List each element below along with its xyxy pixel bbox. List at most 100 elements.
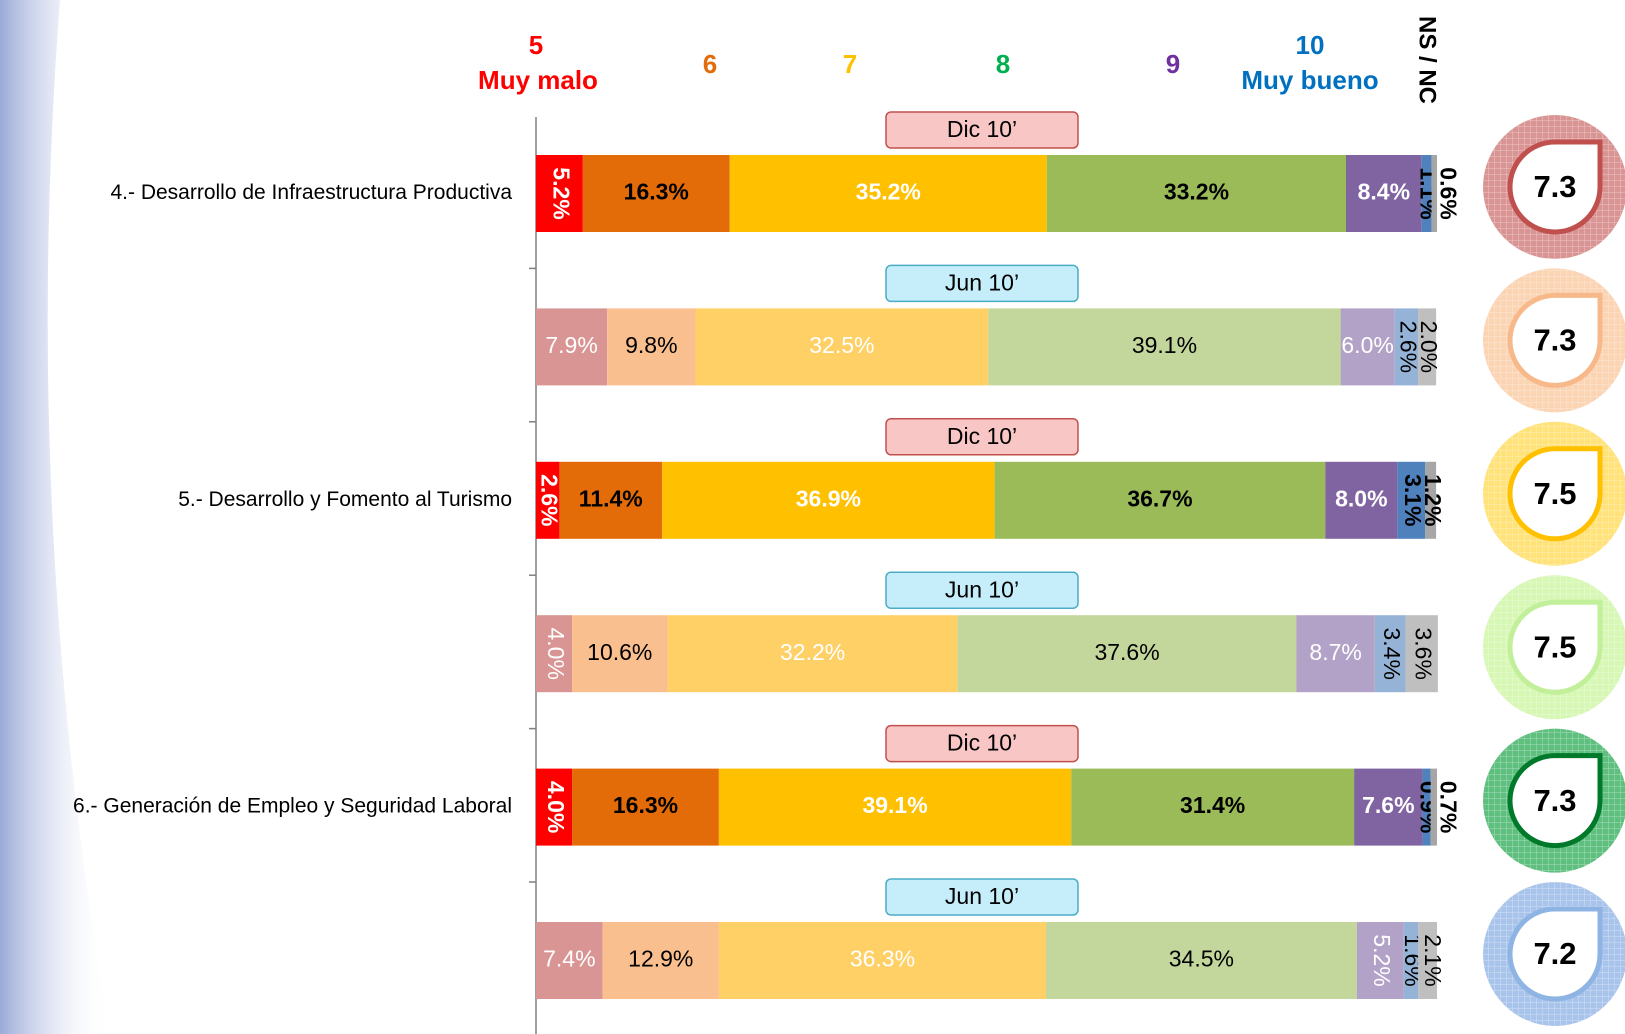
data-label: 39.1%	[862, 792, 927, 818]
data-label: 32.2%	[780, 639, 845, 665]
data-label: 3.4%	[1379, 627, 1405, 679]
score-value: 7.3	[1533, 783, 1576, 818]
score-badge-drop	[1507, 292, 1603, 388]
data-label: 37.6%	[1094, 639, 1159, 665]
bar-segment	[572, 768, 719, 846]
bar-segment	[1071, 768, 1355, 846]
legend-label: 9	[1166, 49, 1180, 79]
data-label: 0.7%	[1436, 781, 1462, 833]
legend-label: 5	[529, 30, 543, 60]
bar-segment	[1397, 461, 1426, 539]
data-label: 5.2%	[1369, 934, 1395, 986]
bar-segment	[1403, 922, 1419, 999]
bar-segment	[536, 922, 603, 999]
bar-segment	[536, 615, 573, 693]
bar-segment	[718, 922, 1046, 999]
period-box	[885, 571, 1079, 609]
data-label: 39.1%	[1132, 332, 1197, 358]
data-label: 34.5%	[1169, 946, 1234, 972]
period-label: Dic 10’	[947, 730, 1017, 756]
bar-segment	[582, 155, 730, 232]
legend-label: 10	[1296, 30, 1325, 60]
group-label: 4.- Desarrollo de Infraestructura Produc…	[110, 181, 512, 204]
bar-segment	[1296, 615, 1375, 693]
data-label: 2.6%	[537, 474, 563, 526]
bar-segment	[1418, 922, 1437, 999]
legend-sublabel: Muy bueno	[1241, 65, 1378, 95]
score-value: 7.2	[1533, 936, 1576, 971]
background-swoosh	[0, 0, 110, 1034]
bar-segment	[1325, 461, 1398, 539]
bar-segment	[957, 615, 1297, 693]
data-label: 1.1%	[1416, 167, 1442, 219]
bar-segment	[1421, 155, 1432, 232]
data-label: 32.5%	[809, 332, 874, 358]
bar-segment	[1431, 155, 1437, 232]
data-label: 10.6%	[587, 639, 652, 665]
bar-segment	[1430, 768, 1437, 846]
bar-segment	[536, 461, 560, 539]
bar-segment	[536, 308, 608, 386]
bar-segment	[1405, 615, 1438, 693]
score-badge-drop	[1507, 139, 1603, 235]
bar-segment	[1045, 922, 1357, 999]
data-label: 16.3%	[613, 792, 678, 818]
period-box	[885, 111, 1079, 149]
data-label: 7.9%	[545, 332, 597, 358]
data-label: 33.2%	[1164, 179, 1229, 205]
score-value: 7.5	[1533, 629, 1576, 664]
data-label: 11.4%	[579, 485, 643, 511]
period-label: Dic 10’	[947, 423, 1017, 449]
period-label: Jun 10’	[945, 576, 1019, 602]
bar-segment	[1425, 461, 1437, 539]
data-label: 3.1%	[1400, 474, 1426, 526]
bar-segment	[988, 308, 1341, 386]
bar-segment	[1340, 308, 1395, 386]
data-label: 36.9%	[796, 485, 861, 511]
data-label: 4.0%	[543, 627, 569, 679]
data-label: 36.3%	[850, 946, 915, 972]
bar-segment	[536, 768, 573, 846]
score-badge-drop	[1507, 446, 1603, 542]
score-value: 7.5	[1533, 476, 1576, 511]
bar-segment	[1374, 615, 1406, 693]
bar-segment	[602, 922, 719, 999]
score-value: 7.3	[1533, 323, 1576, 358]
period-box	[885, 878, 1079, 916]
legend-label: 7	[843, 49, 857, 79]
bar-segment	[607, 308, 696, 386]
data-label: 2.6%	[1395, 321, 1421, 373]
bar-segment	[667, 615, 958, 693]
data-label: 9.8%	[625, 332, 677, 358]
bar-segment	[559, 461, 663, 539]
bar-segment	[1354, 768, 1423, 846]
score-badge-drop	[1507, 753, 1603, 849]
data-label: 31.4%	[1180, 792, 1245, 818]
period-label: Jun 10’	[945, 269, 1019, 295]
bar-segment	[1422, 768, 1431, 846]
data-label: 7.6%	[1362, 792, 1414, 818]
bar-segment	[1345, 155, 1422, 232]
data-label: 12.9%	[628, 946, 693, 972]
data-label: 4.0%	[543, 781, 569, 833]
legend-label: NS / NC	[1414, 16, 1441, 104]
score-value: 7.3	[1533, 169, 1576, 204]
group-label: 6.- Generación de Empleo y Seguridad Lab…	[73, 795, 512, 818]
bar-segment	[994, 461, 1326, 539]
data-label: 1.2%	[1420, 474, 1446, 526]
bar-segment	[536, 155, 583, 232]
data-label: 6.0%	[1341, 332, 1393, 358]
bar-segment	[1046, 155, 1346, 232]
data-label: 5.2%	[548, 167, 574, 219]
legend-label: 8	[996, 49, 1010, 79]
data-label: 2.1%	[1420, 934, 1446, 986]
period-box	[885, 724, 1079, 763]
data-label: 0.6%	[1436, 167, 1462, 219]
data-label: 16.3%	[624, 179, 689, 205]
period-box	[885, 264, 1079, 303]
data-label: 36.7%	[1127, 485, 1192, 511]
score-badge-drop	[1507, 906, 1603, 1002]
legend-sublabel: Muy malo	[478, 65, 598, 95]
data-label: 8.4%	[1358, 179, 1410, 205]
